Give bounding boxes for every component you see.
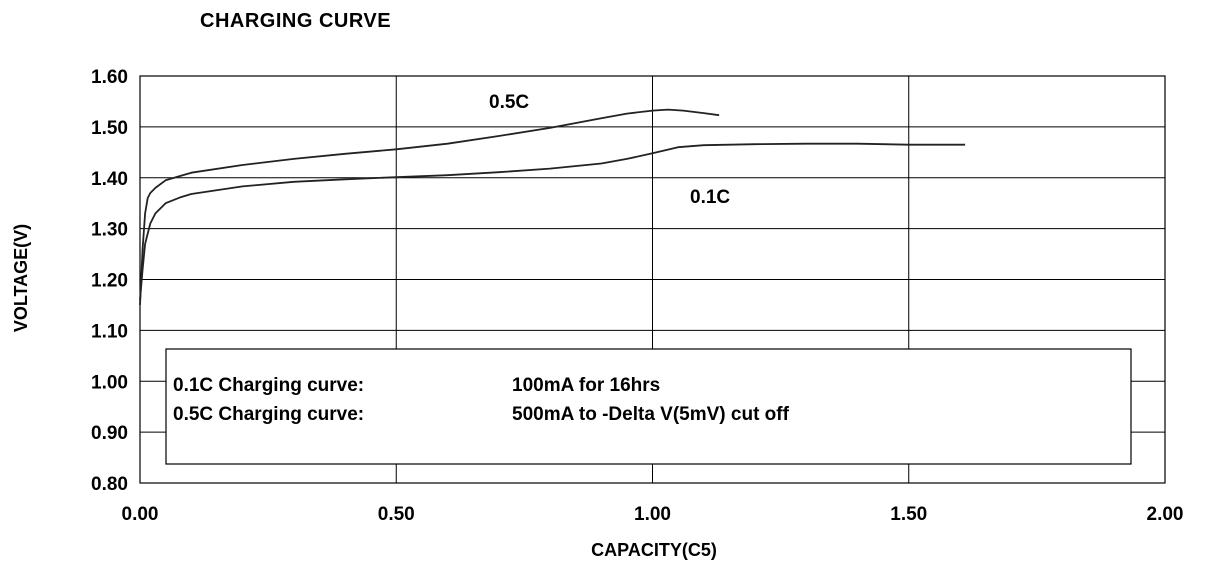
x-tick-label: 2.00 — [1147, 504, 1184, 525]
series-label-0-1c: 0.1C — [690, 187, 730, 208]
y-tick-label: 1.00 — [91, 372, 128, 393]
y-tick-label: 1.60 — [91, 67, 128, 88]
x-tick-label: 1.00 — [634, 504, 671, 525]
series-line-0-1c — [139, 142, 966, 300]
series-label-0-5c: 0.5C — [489, 92, 529, 113]
y-axis-label: VOLTAGE(V) — [11, 224, 31, 332]
note-label-0-1c: 0.1C Charging curve: — [173, 375, 364, 396]
tick-labels: 0.80 0.90 1.00 1.10 1.20 1.30 1.40 1.50 1.60 0.00… — [91, 67, 1183, 525]
y-tick-label: 1.40 — [91, 169, 128, 190]
note-label-0-5c: 0.5C Charging curve: — [173, 404, 364, 425]
y-tick-label: 1.50 — [91, 118, 128, 139]
series-layer — [139, 108, 966, 305]
x-axis-label: CAPACITY(C5) — [591, 540, 717, 560]
plot-frame — [139, 75, 1166, 484]
chart-title: CHARGING CURVE — [200, 10, 391, 32]
series-line-0-5c — [139, 108, 720, 305]
y-tick-label: 0.90 — [91, 423, 128, 444]
note-text-0-1c: 100mA for 16hrs — [512, 375, 660, 396]
note-text-0-5c: 500mA to -Delta V(5mV) cut off — [512, 404, 790, 425]
y-tick-label: 0.80 — [91, 474, 128, 495]
y-tick-label: 1.30 — [91, 220, 128, 241]
x-tick-label: 1.50 — [890, 504, 927, 525]
x-tick-label: 0.50 — [378, 504, 415, 525]
y-tick-label: 1.20 — [91, 271, 128, 292]
y-tick-label: 1.10 — [91, 321, 128, 342]
legend-note-box — [165, 348, 1132, 465]
x-tick-label: 0.00 — [122, 504, 159, 525]
